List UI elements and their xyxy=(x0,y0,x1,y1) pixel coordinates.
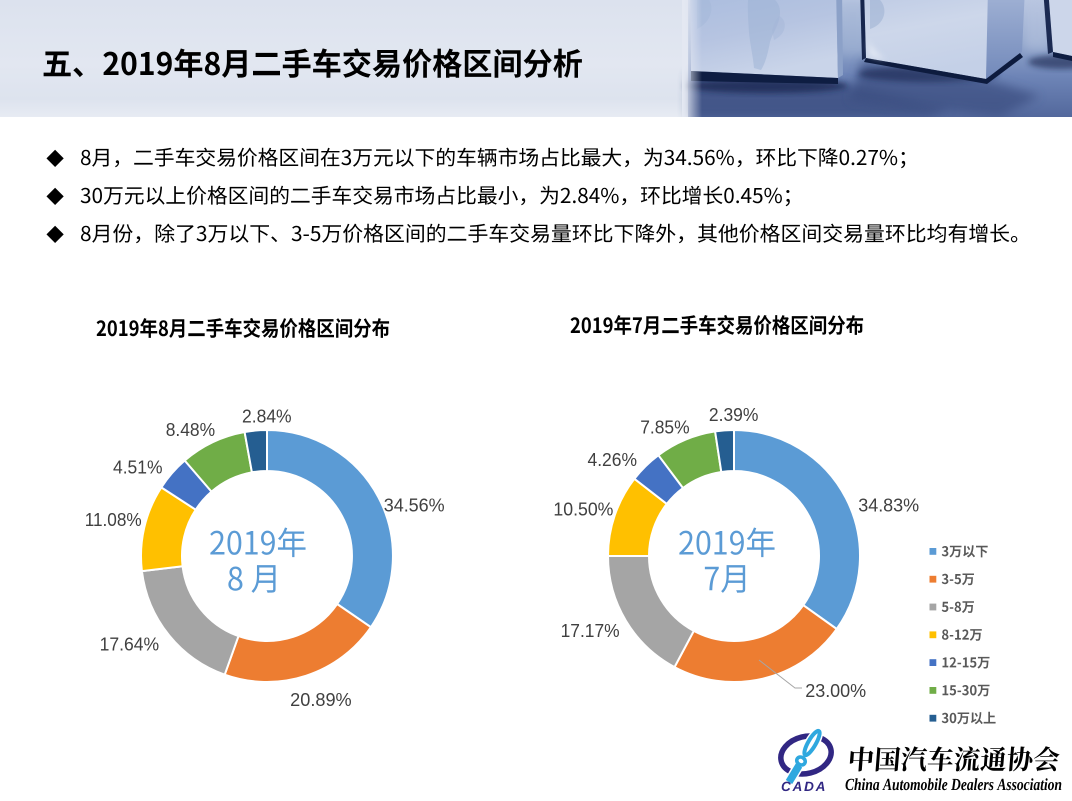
svg-text:34.56%: 34.56% xyxy=(384,496,445,516)
svg-text:8.48%: 8.48% xyxy=(166,420,215,440)
svg-text:4.26%: 4.26% xyxy=(588,450,638,470)
svg-text:2.39%: 2.39% xyxy=(709,405,759,425)
svg-text:17.64%: 17.64% xyxy=(100,635,160,655)
svg-text:10.50%: 10.50% xyxy=(553,500,613,520)
svg-text:23.00%: 23.00% xyxy=(805,681,866,701)
svg-text:2.84%: 2.84% xyxy=(242,407,292,427)
svg-text:34.83%: 34.83% xyxy=(858,496,919,516)
svg-text:17.17%: 17.17% xyxy=(561,621,620,641)
svg-text:11.08%: 11.08% xyxy=(85,510,142,530)
svg-text:4.51%: 4.51% xyxy=(113,457,163,477)
svg-text:7.85%: 7.85% xyxy=(640,418,689,438)
svg-text:20.89%: 20.89% xyxy=(290,690,352,710)
